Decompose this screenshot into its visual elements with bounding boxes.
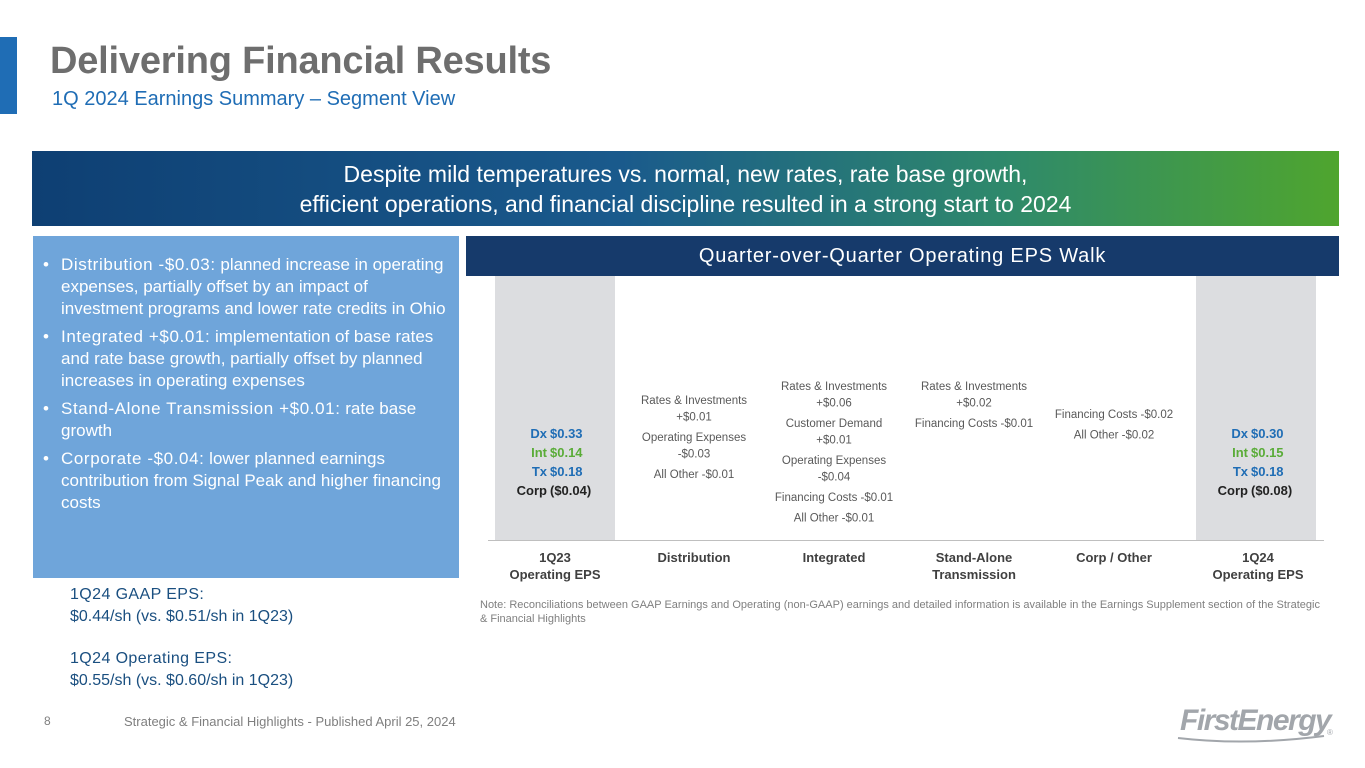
segment-value: $0.33 [550,426,583,441]
driver-note: Operating Expenses [642,432,746,444]
category-label: Operating EPS [1212,567,1303,582]
bullet-list: Distribution -$0.03: planned increase in… [43,254,447,514]
driver-note: +$0.06 [816,398,852,410]
bullet-text: implementation of base rates and rate ba… [61,327,434,390]
chart-header: Quarter-over-Quarter Operating EPS Walk [466,236,1339,276]
category-label: Corp / Other [1076,550,1152,565]
driver-note: Rates & Investments [781,381,887,393]
page-number: 8 [44,714,51,728]
segment-name: Tx [532,464,548,479]
operating-eps-note: 1Q24 Operating EPS: $0.55/sh (vs. $0.60/… [70,648,293,692]
bullet-lead: Distribution -$0.03: [61,255,216,274]
segment-value: ($0.08) [1251,483,1292,498]
category-label: 1Q24 [1242,550,1275,565]
driver-note: Customer Demand [786,418,883,430]
logo-wordmark: FirstEnergy [1180,704,1332,737]
driver-note: +$0.02 [956,398,992,410]
logo-swoosh-icon [1177,735,1325,743]
driver-note: +$0.01 [816,435,852,447]
gaap-eps-note: 1Q24 GAAP EPS: $0.44/sh (vs. $0.51/sh in… [70,584,293,628]
bullet-lead: Stand-Alone Transmission +$0.01: [61,399,341,418]
footer-text: Strategic & Financial Highlights - Publi… [124,714,456,729]
driver-note: +$0.01 [676,412,712,424]
category-label: Integrated [803,550,866,565]
banner-line-2: efficient operations, and financial disc… [299,191,1072,217]
eps-walk-chart: $0.60($0.03)$0.01$0.01($0.04)$0.55Dx$0.3… [488,276,1324,582]
bullet-text: lower planned earnings contribution from… [61,449,441,512]
title-accent-bar [0,37,17,114]
driver-note: Financing Costs -$0.01 [775,492,893,504]
segment-name: Dx [1231,426,1248,441]
segment-value: $0.15 [1251,445,1284,460]
page-title: Delivering Financial Results [50,40,552,82]
bullet-corporate: Corporate -$0.04: lower planned earnings… [43,448,447,514]
segment-value: $0.18 [550,464,583,479]
driver-note: Operating Expenses [782,455,886,467]
banner-line-1: Despite mild temperatures vs. normal, ne… [343,161,1028,187]
reconciliation-note: Note: Reconciliations between GAAP Earni… [480,599,1320,625]
category-label: Transmission [932,567,1016,582]
bullet-lead: Corporate -$0.04: [61,449,205,468]
driver-note: -$0.03 [678,449,711,461]
driver-note: Rates & Investments [641,395,747,407]
bullet-distribution: Distribution -$0.03: planned increase in… [43,254,447,320]
driver-note: All Other -$0.02 [1074,430,1155,442]
segment-name: Int [1232,445,1249,460]
driver-note: Rates & Investments [921,381,1027,393]
bullet-lead: Integrated +$0.01: [61,327,211,346]
bullet-integrated: Integrated +$0.01: implementation of bas… [43,326,447,392]
driver-note: All Other -$0.01 [654,469,735,481]
driver-note: Financing Costs -$0.02 [1055,409,1173,421]
summary-banner: Despite mild temperatures vs. normal, ne… [32,151,1339,226]
page-subtitle: 1Q 2024 Earnings Summary – Segment View [52,88,456,110]
segment-bullets-panel: Distribution -$0.03: planned increase in… [33,236,459,578]
operating-eps-label: 1Q24 Operating EPS: [70,650,233,667]
category-label: 1Q23 [539,550,571,565]
segment-name: Int [531,445,548,460]
logo-registered-mark: ® [1327,728,1333,737]
segment-value: $0.30 [1251,426,1284,441]
bullet-text: planned increase in operating expenses, … [61,255,446,318]
segment-name: Corp [517,483,547,498]
bar-total [495,276,615,540]
bullet-transmission: Stand-Alone Transmission +$0.01: rate ba… [43,398,447,442]
gaap-eps-label: 1Q24 GAAP EPS: [70,586,205,603]
segment-name: Dx [530,426,547,441]
category-label: Stand-Alone [936,550,1013,565]
bar-total [1196,276,1316,540]
driver-note: Financing Costs -$0.01 [915,418,1033,430]
gaap-eps-value: $0.44/sh (vs. $0.51/sh in 1Q23) [70,608,294,625]
segment-name: Tx [1233,464,1249,479]
driver-note: All Other -$0.01 [794,513,875,525]
bullet-text: rate base growth [61,399,417,440]
operating-eps-value: $0.55/sh (vs. $0.60/sh in 1Q23) [70,672,294,689]
segment-value: ($0.04) [550,483,591,498]
segment-value: $0.14 [550,445,583,460]
segment-value: $0.18 [1251,464,1284,479]
category-label: Distribution [658,550,731,565]
firstenergy-logo: FirstEnergy ® [1176,702,1338,750]
segment-name: Corp [1218,483,1248,498]
category-label: Operating EPS [509,567,600,582]
driver-note: -$0.04 [818,472,851,484]
